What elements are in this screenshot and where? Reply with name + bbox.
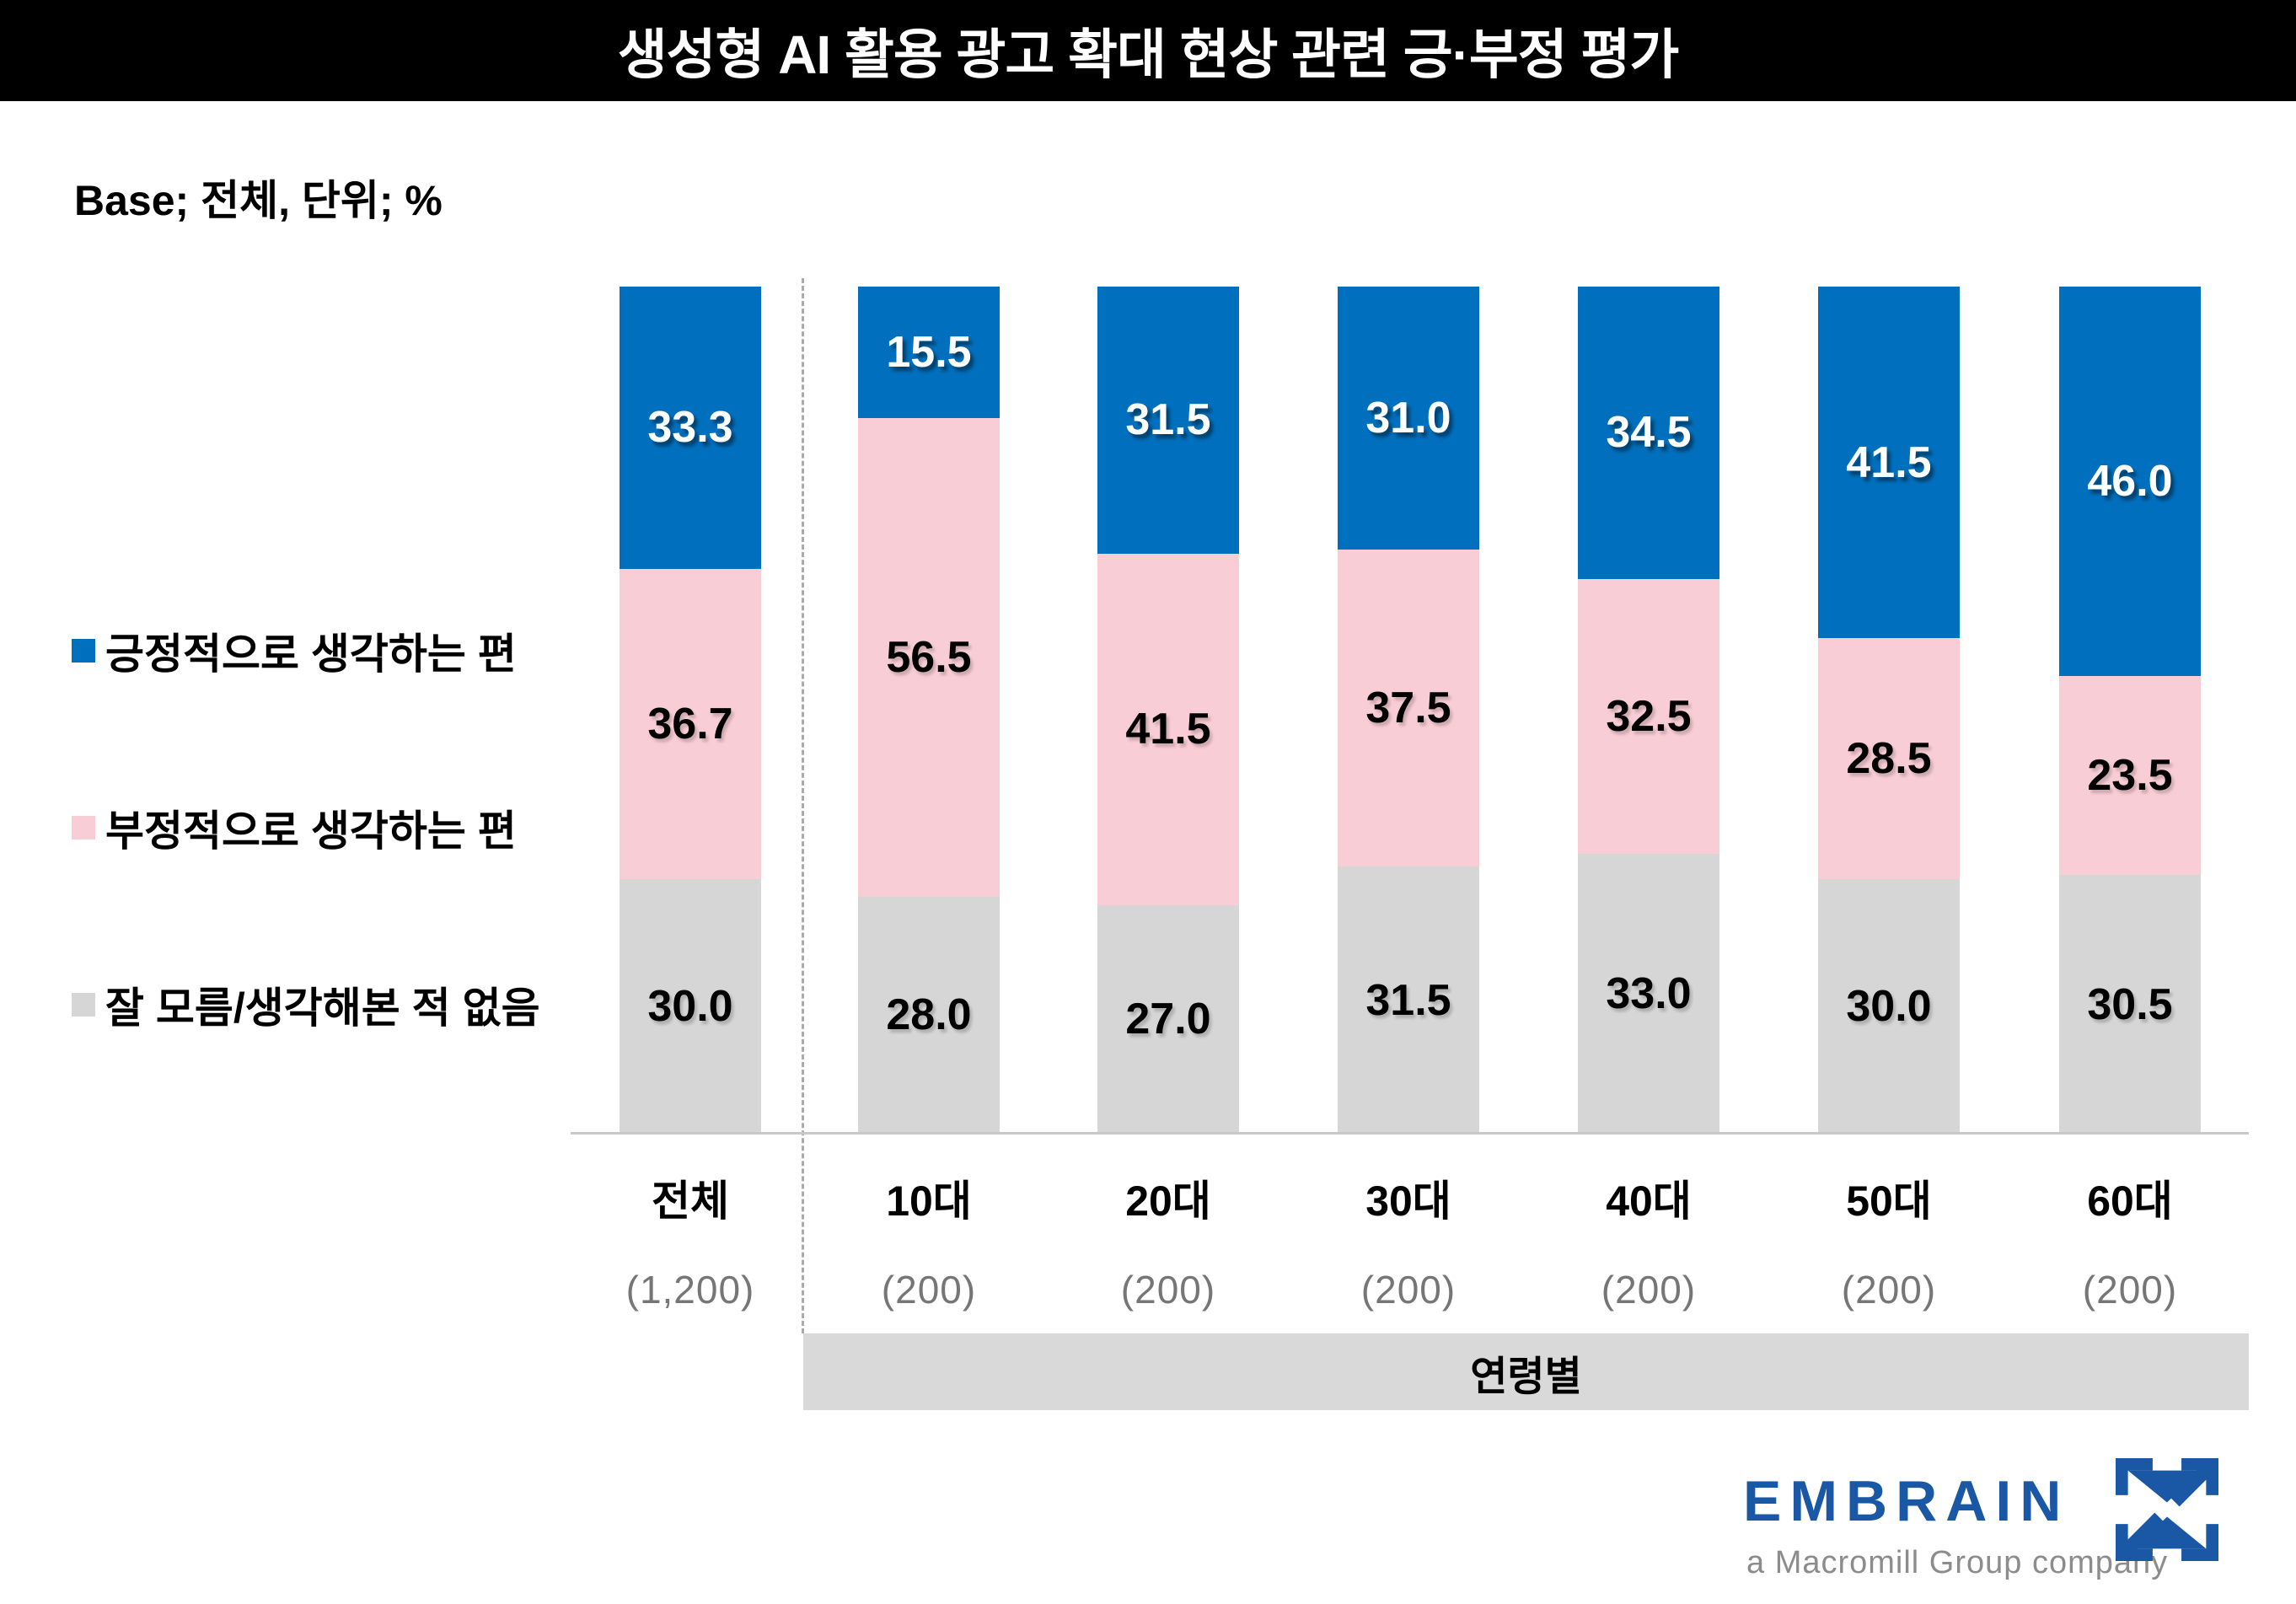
age-group-band: 연령별 (803, 1333, 2249, 1410)
bar-segment: 34.5 (1578, 287, 1719, 579)
legend-item-negative: 부정적으로 생각하는 편 (72, 801, 517, 855)
category-base-count: (200) (1601, 1268, 1697, 1312)
segment-value-label: 31.5 (1365, 975, 1451, 1025)
bar-segment: 30.0 (620, 879, 761, 1134)
segment-value-label: 34.5 (1606, 408, 1692, 458)
bar-segment: 56.5 (858, 417, 1000, 897)
category-base-count: (200) (1360, 1268, 1456, 1312)
segment-value-label: 28.0 (886, 990, 972, 1040)
page-title: 생성형 AI 활용 광고 확대 현상 관련 긍·부정 평가 (617, 24, 1679, 85)
legend-item-positive: 긍정적으로 생각하는 편 (72, 624, 517, 678)
bar-segment: 28.5 (1818, 638, 1960, 880)
category-label-60대: 60대 (2087, 1178, 2173, 1225)
age-group-band-label: 연령별 (1470, 1354, 1582, 1399)
category-label-10대: 10대 (886, 1178, 972, 1225)
bar-column-전체: 33.3 36.7 30.0 (620, 287, 761, 1134)
legend-swatch-unknown-icon (72, 993, 95, 1017)
bar-segment: 15.5 (858, 287, 1000, 418)
bar-column-60대: 46.0 23.5 30.5 (2059, 287, 2201, 1134)
legend-item-unknown: 잘 모름/생각해본 적 없음 (72, 978, 540, 1032)
embrain-logo-text: EMBRAIN (1743, 1469, 2070, 1533)
bar-segment: 37.5 (1338, 549, 1479, 867)
segment-value-label: 31.5 (1125, 395, 1211, 445)
segment-value-label: 30.5 (2087, 979, 2173, 1029)
bar-segment: 31.5 (1097, 287, 1239, 554)
legend-label-positive: 긍정적으로 생각하는 편 (105, 630, 517, 678)
segment-value-label: 41.5 (1846, 437, 1932, 487)
legend-swatch-negative-icon (72, 816, 95, 840)
bar-column-50대: 41.5 28.5 30.0 (1818, 287, 1960, 1134)
total-vs-age-separator-line (802, 278, 804, 1333)
category-base-count: (1,200) (625, 1268, 755, 1312)
segment-value-label: 32.5 (1606, 692, 1692, 742)
x-axis-baseline (571, 1132, 2249, 1135)
bar-segment: 41.5 (1097, 553, 1239, 905)
segment-value-label: 31.0 (1365, 393, 1451, 443)
category-base-count: (200) (881, 1268, 977, 1312)
bar-segment: 30.0 (1818, 879, 1960, 1134)
category-label-40대: 40대 (1606, 1178, 1692, 1225)
segment-value-label: 30.0 (1846, 982, 1932, 1032)
category-base-count: (200) (1841, 1268, 1937, 1312)
macromill-arrows-logo-icon (2116, 1458, 2218, 1561)
segment-value-label: 28.5 (1846, 734, 1932, 784)
category-label-50대: 50대 (1846, 1178, 1932, 1225)
category-label-20대: 20대 (1125, 1178, 1211, 1225)
segment-value-label: 33.3 (647, 403, 733, 453)
bar-segment: 33.0 (1578, 854, 1719, 1134)
segment-value-label: 41.5 (1125, 705, 1211, 754)
bar-column-10대: 15.5 56.5 28.0 (858, 287, 1000, 1134)
segment-value-label: 56.5 (886, 632, 972, 682)
category-label-전체: 전체 (652, 1178, 729, 1225)
bar-segment: 30.5 (2059, 875, 2201, 1134)
segment-value-label: 46.0 (2087, 457, 2173, 507)
segment-value-label: 36.7 (647, 700, 733, 749)
bar-column-20대: 31.5 41.5 27.0 (1097, 287, 1239, 1134)
segment-value-label: 37.5 (1365, 683, 1451, 732)
segment-value-label: 33.0 (1606, 969, 1692, 1019)
bar-segment: 28.0 (858, 896, 1000, 1134)
legend-label-negative: 부정적으로 생각하는 편 (105, 807, 517, 855)
macromill-group-subtext: a Macromill Group company (1746, 1545, 2169, 1580)
title-bar: 생성형 AI 활용 광고 확대 현상 관련 긍·부정 평가 (0, 0, 2296, 101)
legend-swatch-positive-icon (72, 639, 95, 663)
category-label-30대: 30대 (1365, 1178, 1451, 1225)
bar-segment: 36.7 (620, 568, 761, 880)
legend-label-unknown: 잘 모름/생각해본 적 없음 (105, 984, 540, 1032)
bar-segment: 33.3 (620, 287, 761, 569)
bar-segment: 32.5 (1578, 578, 1719, 855)
bar-column-30대: 31.0 37.5 31.5 (1338, 287, 1479, 1134)
category-base-count: (200) (2082, 1268, 2178, 1312)
segment-value-label: 15.5 (886, 327, 972, 377)
bar-segment: 31.0 (1338, 287, 1479, 550)
bar-segment: 23.5 (2059, 676, 2201, 876)
segment-value-label: 30.0 (647, 982, 733, 1032)
category-base-count: (200) (1120, 1268, 1216, 1312)
bar-segment: 31.5 (1338, 866, 1479, 1134)
bar-column-40대: 34.5 32.5 33.0 (1578, 287, 1719, 1134)
bar-segment: 41.5 (1818, 287, 1960, 639)
base-note: Base; 전체, 단위; % (74, 177, 443, 224)
segment-value-label: 27.0 (1125, 995, 1211, 1044)
bar-segment: 27.0 (1097, 904, 1239, 1134)
bar-segment: 46.0 (2059, 287, 2201, 677)
segment-value-label: 23.5 (2087, 751, 2173, 801)
